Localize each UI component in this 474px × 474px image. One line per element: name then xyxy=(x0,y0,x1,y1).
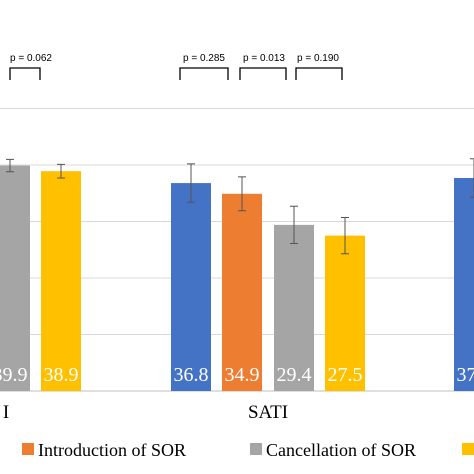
bracket xyxy=(295,67,343,80)
value-label: 34.9 xyxy=(225,364,260,386)
value-label: 36.8 xyxy=(174,364,209,386)
bar xyxy=(0,165,30,391)
p-value: p = 0.013 xyxy=(243,53,285,64)
legend-swatch xyxy=(462,443,474,455)
bar xyxy=(325,235,365,391)
error-bar xyxy=(290,205,298,245)
value-label: 37.7 xyxy=(457,364,474,386)
bar xyxy=(454,177,474,391)
legend-label: Cancellation of SOR xyxy=(266,440,416,460)
error-bar xyxy=(341,217,349,255)
bar xyxy=(222,193,262,391)
error-bar xyxy=(6,158,14,173)
bar xyxy=(171,183,211,391)
error-bar xyxy=(470,158,474,198)
bar xyxy=(41,171,81,391)
x-tick-label: SATI xyxy=(248,402,288,423)
value-label: 27.5 xyxy=(328,364,363,386)
bracket xyxy=(179,67,229,80)
bracket xyxy=(9,67,41,80)
value-label: 39.9 xyxy=(0,364,28,386)
bracket xyxy=(239,67,287,80)
p-value: p = 0.190 xyxy=(297,53,339,64)
legend-swatch xyxy=(22,443,34,455)
value-label: 38.9 xyxy=(44,364,79,386)
value-label: 29.4 xyxy=(277,364,312,386)
bar xyxy=(274,224,314,391)
p-value: p = 0.285 xyxy=(183,53,225,64)
legend-swatch xyxy=(250,443,262,455)
p-value: p = 0.062 xyxy=(10,53,52,64)
error-bar xyxy=(57,163,65,179)
x-tick-label: I xyxy=(3,402,9,423)
error-bar xyxy=(238,176,246,212)
legend-label: Introduction of SOR xyxy=(38,440,186,460)
error-bar xyxy=(187,163,195,203)
